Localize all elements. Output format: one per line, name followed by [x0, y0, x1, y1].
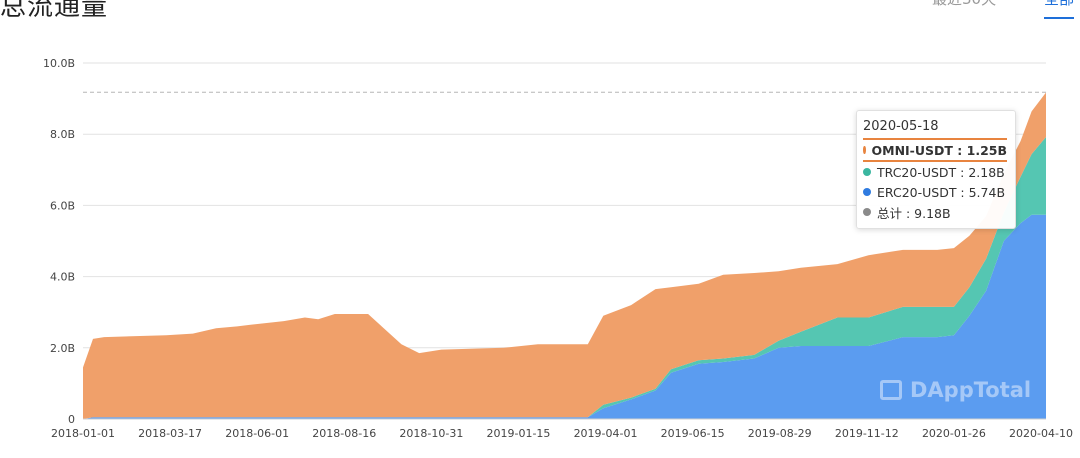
- watermark-text: DAppTotal: [910, 378, 1032, 402]
- range-tab-last-30-days[interactable]: 最近30天: [932, 0, 996, 9]
- tooltip-row-erc20: ERC20-USDT : 5.74B: [863, 182, 1015, 202]
- x-tick-label: 2018-10-31: [399, 427, 463, 440]
- page-title: 总流通量: [0, 0, 109, 22]
- x-tick-label: 2019-08-29: [748, 427, 812, 440]
- x-tick-label: 2018-01-01: [51, 427, 115, 440]
- dapptotal-watermark: DAppTotal: [880, 378, 1031, 402]
- y-tick-label: 0: [68, 413, 75, 426]
- total-legend-dot: [863, 208, 871, 216]
- range-tab-all[interactable]: 全部: [1044, 0, 1075, 19]
- tooltip-row-trc20: TRC20-USDT : 2.18B: [863, 162, 1015, 182]
- y-tick-label: 6.0B: [50, 199, 75, 212]
- x-tick-label: 2018-03-17: [138, 427, 202, 440]
- trc20-legend-dot: [863, 168, 871, 176]
- tooltip-date: 2020-05-18: [863, 119, 939, 134]
- series-area-omni-usdt: [83, 92, 1046, 419]
- y-tick-label: 8.0B: [50, 128, 75, 141]
- x-tick-label: 2018-08-16: [312, 427, 376, 440]
- x-tick-label: 2019-01-15: [486, 427, 550, 440]
- tooltip-erc20-value: ERC20-USDT : 5.74B: [877, 184, 1006, 200]
- y-tick-label: 2.0B: [50, 342, 75, 355]
- y-tick-label: 4.0B: [50, 271, 75, 284]
- y-tick-label: 10.0B: [43, 57, 75, 70]
- dapptotal-logo-icon: [880, 380, 902, 400]
- x-tick-label: 2020-04-10: [1009, 427, 1073, 440]
- series-area-erc20-usdt: [83, 214, 1046, 419]
- tooltip-row-omni: OMNI-USDT : 1.25B: [863, 138, 1007, 162]
- x-tick-label: 2019-06-15: [661, 427, 725, 440]
- erc20-legend-dot: [863, 188, 871, 196]
- chart-tooltip: 2020-05-18 OMNI-USDT : 1.25B TRC20-USDT …: [856, 110, 1016, 229]
- tooltip-trc20-value: TRC20-USDT : 2.18B: [877, 164, 1005, 180]
- x-tick-label: 2020-01-26: [922, 427, 986, 440]
- tooltip-row-total: 总计 : 9.18B: [863, 202, 1015, 222]
- x-tick-label: 2018-06-01: [225, 427, 289, 440]
- tooltip-total-value: 总计 : 9.18B: [877, 205, 951, 221]
- x-tick-label: 2019-04-01: [574, 427, 638, 440]
- tooltip-omni-value: OMNI-USDT : 1.25B: [871, 142, 1008, 158]
- x-tick-label: 2019-11-12: [835, 427, 899, 440]
- omni-legend-dot: [863, 146, 866, 154]
